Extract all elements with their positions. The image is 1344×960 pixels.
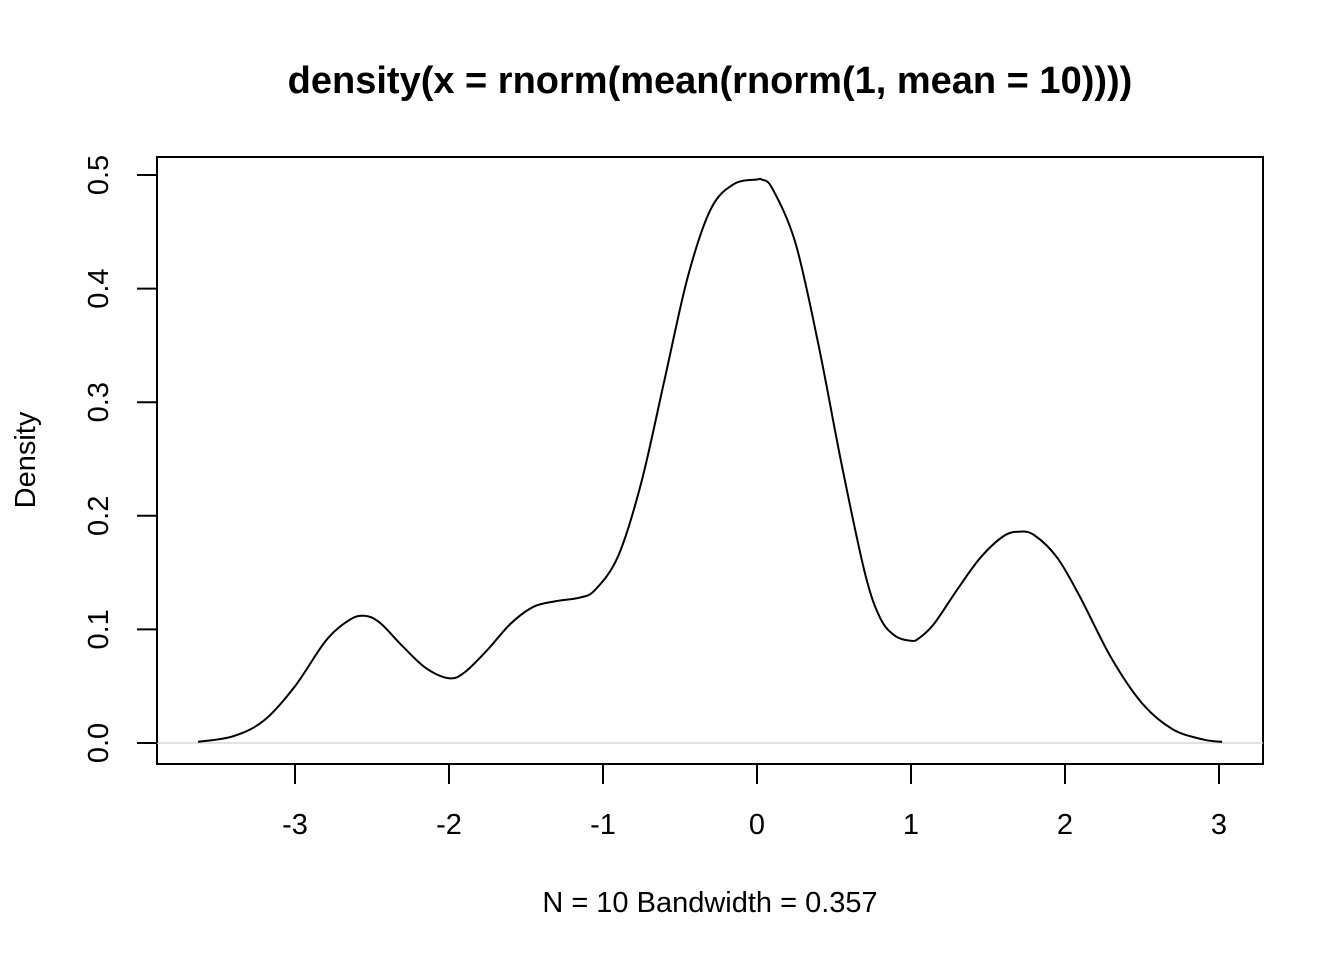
x-tick-label: -2 <box>436 809 462 841</box>
y-tick-label: 0.5 <box>83 155 115 195</box>
x-tick-label: 3 <box>1211 809 1227 841</box>
x-tick-label: 2 <box>1057 809 1073 841</box>
x-tick-label: -3 <box>282 809 308 841</box>
x-axis-label: N = 10 Bandwidth = 0.357 <box>542 887 877 919</box>
y-tick-label: 0.0 <box>83 723 115 763</box>
y-tick-label: 0.1 <box>83 609 115 649</box>
density-curve <box>197 177 1223 743</box>
x-tick-label: 1 <box>903 809 919 841</box>
chart-title: density(x = rnorm(mean(rnorm(1, mean = 1… <box>288 60 1133 102</box>
y-axis-label: Density <box>10 411 42 508</box>
x-tick-label: 0 <box>749 809 765 841</box>
x-axis-ticks: -3 -2 -1 0 1 2 3 <box>282 764 1227 841</box>
y-axis-ticks: 0.0 0.1 0.2 0.3 0.4 0.5 <box>83 155 157 763</box>
x-tick-label: -1 <box>590 809 616 841</box>
y-tick-label: 0.4 <box>83 268 115 308</box>
y-tick-label: 0.2 <box>83 496 115 536</box>
plot-frame <box>156 156 1264 765</box>
y-tick-label: 0.3 <box>83 382 115 422</box>
